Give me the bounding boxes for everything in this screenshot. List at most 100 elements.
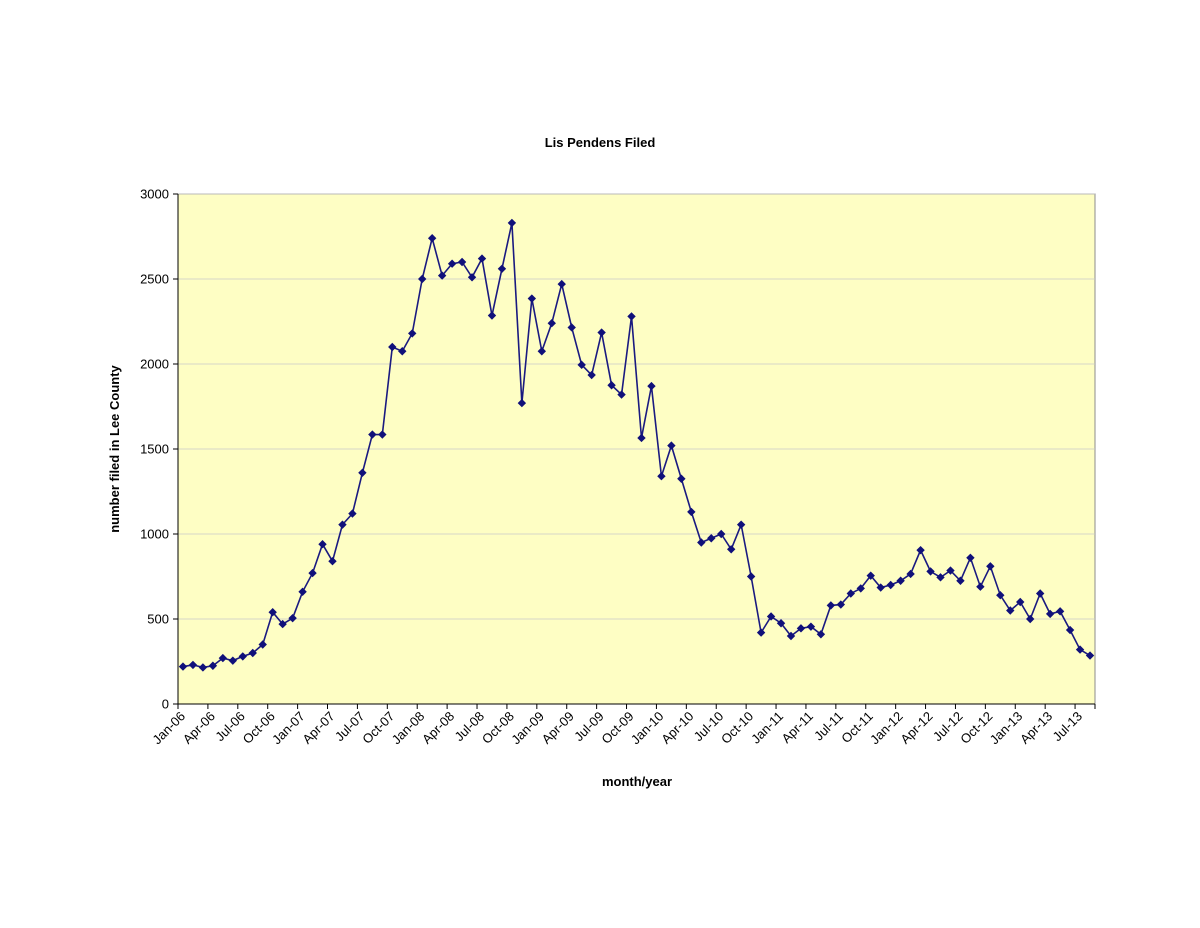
x-tick-label: Jan-13 [987,709,1026,748]
y-axis-title: number filed in Lee County [107,364,122,532]
y-tick-label: 2000 [140,357,169,372]
data-point [886,580,895,590]
data-point [358,468,367,477]
data-point [976,582,985,591]
x-tick-label: Jul-13 [1050,709,1086,745]
y-tick-label: 0 [162,697,169,712]
data-point [328,557,337,566]
x-axis-title: month/year [602,774,672,789]
data-point [517,398,527,408]
data-point [766,612,776,621]
data-point [697,538,706,547]
x-tick-label: Jan-10 [628,709,667,748]
data-point [208,661,218,670]
data-point [906,569,915,579]
data-point [278,619,287,629]
data-point [497,264,507,273]
data-point [178,662,188,671]
data-point [637,433,646,443]
data-point [816,630,826,639]
data-point [876,583,885,592]
data-point [587,370,596,380]
data-point [577,360,586,370]
x-tick-labels: Jan-06Apr-06Jul-06Oct-06Jan-07Apr-07Jul-… [149,709,1085,748]
data-point [717,529,726,539]
x-tick-label: Apr-09 [539,709,577,747]
data-point [348,509,357,518]
y-tick-label: 500 [147,612,169,627]
data-point [408,329,417,338]
data-point [507,218,517,228]
data-point [806,622,816,631]
data-point [826,601,836,610]
data-point [318,540,327,549]
data-point [418,274,427,284]
data-point [238,652,247,661]
data-point [617,390,626,399]
data-point [218,653,228,663]
data-series [178,218,1095,672]
data-point [776,619,786,628]
data-point [707,534,716,543]
data-point [547,319,556,328]
data-point [557,279,566,289]
data-point [1035,589,1045,598]
data-point [368,430,377,439]
data-point [966,553,975,562]
data-point [268,608,277,617]
data-point [378,430,387,439]
data-point [896,576,905,585]
data-point [1075,645,1085,654]
data-point [856,584,865,593]
data-point [627,312,636,321]
data-point [866,571,875,580]
x-tick-label: Jan-07 [269,709,308,748]
data-point [597,328,606,337]
data-point [1065,625,1075,635]
x-tick-label: Jan-06 [149,709,188,748]
data-point [1016,597,1025,607]
data-point [786,631,796,641]
y-tick-labels: 0 500 1000 1500 2000 2500 3000 [140,187,169,712]
data-point [188,660,198,670]
data-point [537,347,547,356]
data-point [796,624,806,633]
data-point [567,323,576,332]
data-point [437,271,447,280]
data-point [607,381,616,390]
data-point [338,520,347,529]
data-point [746,572,756,581]
data-point [667,441,676,450]
data-point [388,342,397,352]
data-point [996,591,1005,600]
x-tick-label: Jan-09 [508,709,547,748]
gridlines [178,193,1095,620]
x-tick-label: Apr-13 [1017,709,1055,747]
data-point [1006,606,1015,615]
data-point [946,566,955,575]
data-point [398,347,407,356]
chart-title: Lis Pendens Filed [545,135,656,150]
data-point [687,507,696,517]
data-point [926,567,935,576]
x-tick-label: Apr-07 [299,709,337,747]
data-point [956,576,965,585]
data-point [936,573,945,582]
data-point [1055,607,1065,616]
y-tick-label: 1000 [140,527,169,542]
data-point [647,381,656,391]
x-tick-label: Apr-10 [658,709,696,747]
data-point [677,474,686,483]
data-point [1045,609,1055,619]
y-tick-label: 1500 [140,442,169,457]
data-point [846,589,855,598]
data-point [288,613,297,623]
x-tick-label: Apr-06 [180,709,218,747]
y-tick-label: 2500 [140,272,169,287]
y-tick-label: 3000 [140,187,169,202]
data-point [228,656,238,665]
x-tick-label: Oct-10 [718,709,756,747]
x-tick-label: Apr-11 [779,709,817,747]
data-point [736,520,746,529]
x-tick-label: Jan-11 [748,709,786,747]
